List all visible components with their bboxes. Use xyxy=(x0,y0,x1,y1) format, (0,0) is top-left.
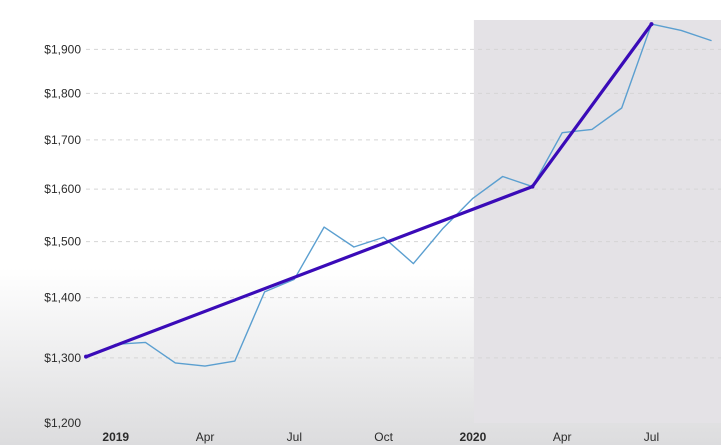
price-line xyxy=(85,23,712,367)
trend-point xyxy=(84,354,88,359)
y-tick-label: $1,300 xyxy=(44,351,81,365)
x-tick-label: Jul xyxy=(287,430,302,444)
x-tick-label: Oct xyxy=(374,430,393,444)
trend-point xyxy=(649,22,654,27)
x-tick-label: Apr xyxy=(553,430,572,444)
y-tick-label: $1,200 xyxy=(44,416,81,430)
y-tick-label: $1,900 xyxy=(44,42,81,56)
trend-point xyxy=(530,184,535,189)
x-tick-year-label: 2019 xyxy=(102,430,129,444)
y-tick-label: $1,600 xyxy=(44,182,81,196)
y-tick-label: $1,500 xyxy=(44,235,81,249)
y-tick-label: $1,700 xyxy=(44,133,81,147)
x-tick-label: Apr xyxy=(196,430,215,444)
shaded-region xyxy=(473,20,721,423)
x-tick-year-label: 2020 xyxy=(460,430,487,444)
y-tick-label: $1,800 xyxy=(44,86,81,100)
y-tick-label: $1,400 xyxy=(44,291,81,305)
x-tick-label: Jul xyxy=(644,430,659,444)
